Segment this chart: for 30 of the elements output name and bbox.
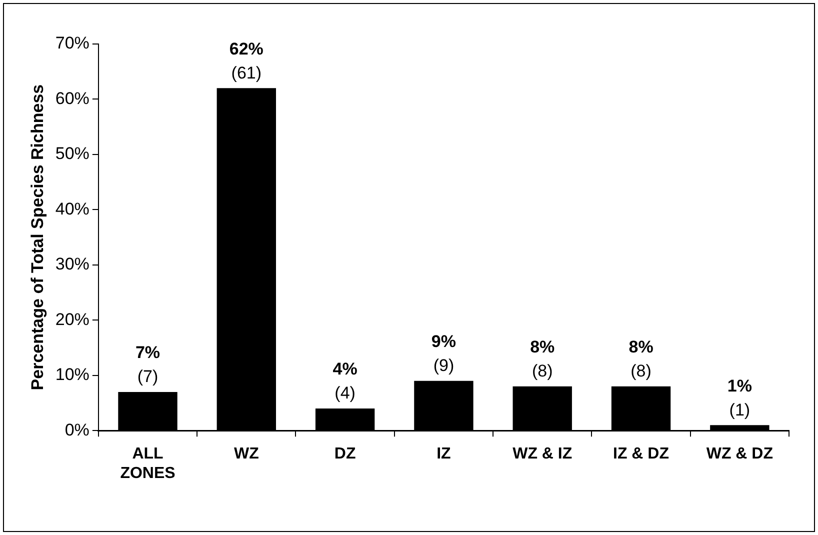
- x-tick-label: IZ & DZ: [613, 446, 670, 463]
- annotation: (8): [532, 362, 553, 381]
- y-tick-label: 70%: [55, 34, 90, 53]
- data-label: 8%: [530, 338, 555, 357]
- y-axis-title: Percentage of Total Species Richness: [28, 84, 47, 390]
- x-tick-label: DZ: [334, 446, 356, 463]
- y-tick-label: 40%: [55, 199, 90, 218]
- y-tick-label: 20%: [55, 310, 90, 329]
- annotation: (7): [137, 367, 158, 386]
- annotation: (61): [231, 63, 262, 82]
- annotation: (9): [433, 356, 454, 376]
- data-label: 7%: [135, 343, 160, 362]
- x-tick-label: WZ: [234, 446, 260, 463]
- data-label: 4%: [332, 360, 358, 379]
- data-label: 8%: [628, 338, 654, 357]
- y-tick-label: 60%: [55, 88, 90, 108]
- y-tick-label: 50%: [55, 144, 90, 164]
- y-tick-label: 0%: [64, 420, 90, 440]
- x-tick-label: WZ & IZ: [512, 446, 572, 463]
- data-label: 62%: [229, 39, 264, 58]
- y-tick-label: 10%: [55, 365, 90, 384]
- annotation: (1): [729, 400, 750, 420]
- data-label: 9%: [431, 332, 456, 352]
- annotation: (4): [334, 384, 356, 403]
- data-label: 1%: [727, 376, 752, 396]
- x-tick-label: IZ: [436, 446, 452, 463]
- annotation: (8): [630, 362, 652, 381]
- x-tick-label: WZ & DZ: [706, 446, 774, 463]
- y-tick-label: 30%: [55, 254, 90, 274]
- x-tick-label: ALL ZONES: [120, 446, 176, 482]
